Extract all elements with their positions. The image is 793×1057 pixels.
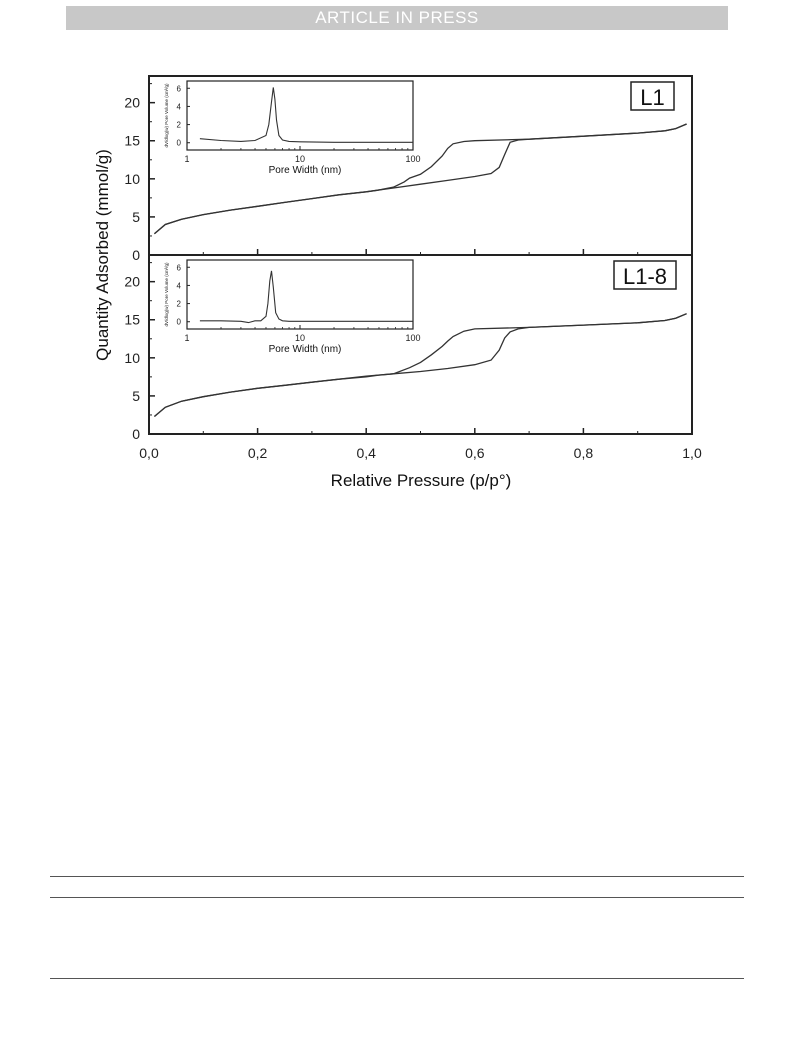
inset-x-tick-label: 100: [405, 154, 420, 164]
y-tick-label: 15: [124, 312, 140, 328]
inset-y-tick-label: 6: [177, 263, 182, 272]
inset-y-tick-label: 0: [177, 139, 182, 148]
inset-y-tick-label: 4: [177, 281, 182, 290]
y-tick-label: 5: [132, 209, 140, 225]
inset-y-tick-label: 0: [177, 318, 182, 327]
inset-x-axis-label: Pore Width (nm): [269, 344, 342, 355]
inset-x-tick-label: 10: [295, 333, 305, 343]
y-tick-label: 5: [132, 388, 140, 404]
panel-label-box: [630, 81, 675, 111]
table-rule-bottom: [50, 978, 744, 979]
y-tick-label: 10: [124, 350, 140, 366]
pore-size-distribution-line: [199, 270, 413, 324]
table-rule-top: [50, 876, 744, 877]
inset-y-axis-label: dV/dlog(w) Pore Volume (cm³/g): [164, 262, 169, 327]
y-tick-label: 0: [132, 247, 140, 263]
inset-x-tick-label: 1: [184, 333, 189, 343]
isotherm-line-desorption: [153, 123, 687, 235]
x-tick-label: 0,4: [356, 445, 376, 461]
isotherm-line-desorption: [153, 313, 687, 417]
inset-x-tick-label: 1: [184, 154, 189, 164]
y-tick-label: 15: [124, 133, 140, 149]
inset-frame: [186, 259, 414, 330]
y-tick-label: 20: [124, 95, 140, 111]
x-tick-label: 0,2: [248, 445, 268, 461]
table-rule-header: [50, 897, 744, 898]
x-tick-label: 1,0: [682, 445, 702, 461]
y-tick-label: 20: [124, 274, 140, 290]
panel-label: L1: [640, 85, 664, 110]
y-tick-label: 0: [132, 426, 140, 442]
inset-y-tick-label: 2: [177, 121, 182, 130]
inset-y-tick-label: 4: [177, 102, 182, 111]
x-tick-label: 0,8: [574, 445, 594, 461]
inset-y-tick-label: 2: [177, 300, 182, 309]
article-status-banner: ARTICLE IN PRESS: [66, 6, 728, 30]
y-axis-label: Quantity Adsorbed (mmol/g): [93, 149, 112, 361]
panel-label: L1-8: [623, 264, 667, 289]
inset-frame: [186, 80, 414, 151]
inset-x-tick-label: 100: [405, 333, 420, 343]
y-tick-label: 10: [124, 171, 140, 187]
panel-label-box: [613, 260, 677, 290]
inset-x-tick-label: 10: [295, 154, 305, 164]
x-tick-label: 0,0: [139, 445, 159, 461]
inset-y-axis-label: dV/dlog(w) Pore Volume (cm³/g): [164, 83, 169, 148]
x-axis-label: Relative Pressure (p/p°): [331, 471, 512, 490]
inset-y-tick-label: 6: [177, 84, 182, 93]
inset-x-axis-label: Pore Width (nm): [269, 165, 342, 176]
pore-size-distribution-line: [199, 87, 413, 143]
x-tick-label: 0,6: [465, 445, 485, 461]
